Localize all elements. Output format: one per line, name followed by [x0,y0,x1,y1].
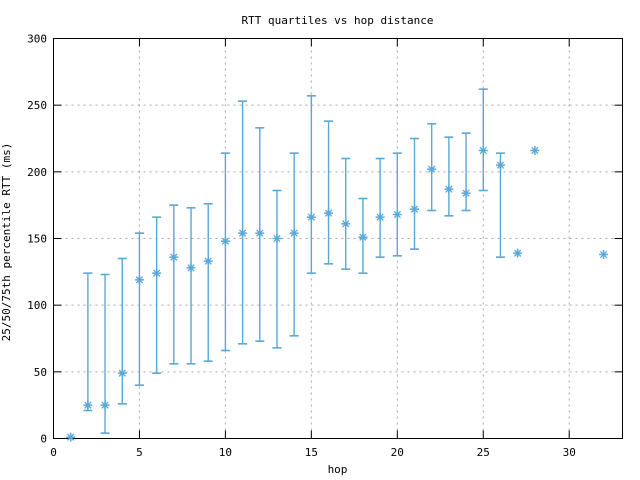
x-tick-labels: 0 5 10 15 20 25 30 [50,446,576,459]
data-point-hop-23 [444,136,454,217]
data-point-hop-32 [599,250,609,259]
x-tick-label-10: 10 [219,446,232,459]
y-tick-label-50: 50 [34,366,47,379]
data-point-hop-13 [272,189,282,349]
y-tick-label-100: 100 [27,299,47,312]
y-tick-label-250: 250 [27,99,47,112]
axis-ticks [53,38,623,439]
data-point-hop-7 [169,204,179,365]
x-tick-label-25: 25 [477,446,490,459]
y-tick-labels: 0 50 100 150 200 250 300 [27,33,47,446]
data-point-hop-14 [289,152,299,337]
y-tick-label-0: 0 [40,433,47,446]
data-point-hop-18 [358,197,368,274]
data-point-hop-19 [375,157,385,258]
x-tick-label-20: 20 [391,446,404,459]
data-point-hop-9 [203,203,213,362]
data-point-hop-22 [427,123,437,212]
data-point-hop-26 [495,152,505,258]
data-point-hop-8 [186,207,196,365]
x-tick-label-15: 15 [305,446,318,459]
data-point-hop-16 [324,120,334,265]
x-tick-label-5: 5 [136,446,143,459]
y-tick-label-200: 200 [27,166,47,179]
x-tick-label-0: 0 [50,446,57,459]
y-tick-label-150: 150 [27,233,47,246]
data-point-hop-20 [392,152,402,257]
data-point-hop-24 [461,132,471,212]
y-tick-label-300: 300 [27,33,47,46]
data-point-hop-2 [83,272,93,412]
data-point-hop-12 [255,127,265,342]
data-point-hop-21 [409,137,419,250]
data-point-hop-27 [513,248,523,258]
chart-title: RTT quartiles vs hop distance [241,14,434,27]
data-point-hop-5 [134,232,144,386]
data-point-hop-1 [66,432,76,442]
data-point-hop-3 [100,273,110,434]
data-point-hop-28 [530,146,540,155]
x-axis-label: hop [327,463,348,476]
data-point-hop-15 [306,95,316,274]
data-point-hop-11 [238,100,248,345]
data-point-hop-10 [220,152,230,352]
data-point-hop-6 [152,216,162,374]
data-point-hop-17 [341,157,351,270]
data-point-hop-4 [117,257,127,405]
x-tick-label-30: 30 [563,446,576,459]
data-point-hop-25 [478,88,488,192]
